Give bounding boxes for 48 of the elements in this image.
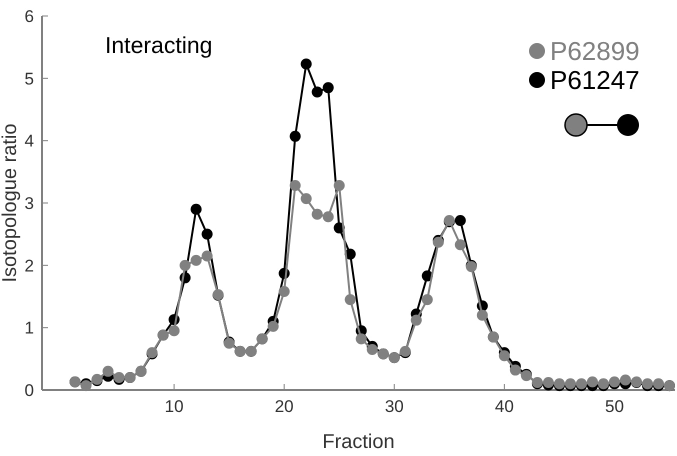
- point: [312, 86, 323, 98]
- point: [366, 344, 378, 355]
- point: [290, 130, 301, 142]
- point: [498, 350, 510, 362]
- y-tick-label: 2: [24, 256, 34, 276]
- x-tick-label: 10: [164, 397, 184, 416]
- point: [586, 376, 598, 388]
- point: [620, 374, 631, 386]
- y-tick-label: 3: [24, 194, 34, 213]
- y-tick-label: 1: [24, 318, 34, 338]
- point: [356, 333, 367, 344]
- point: [180, 260, 191, 271]
- y-tick-label: 6: [24, 6, 34, 26]
- point: [190, 204, 202, 215]
- x-tick-label: 50: [604, 397, 624, 416]
- y-tick-label: 4: [24, 132, 34, 151]
- point: [410, 314, 422, 326]
- annotation: Interacting: [105, 32, 212, 58]
- point: [202, 250, 213, 262]
- y-tick-label: 0: [24, 380, 34, 400]
- point: [312, 208, 323, 220]
- x-tick-label: 30: [384, 397, 404, 416]
- legend-label: P61247: [550, 65, 640, 96]
- point: [278, 286, 290, 298]
- y-axis-title: Isotopologue ratio: [0, 123, 21, 283]
- point: [454, 214, 466, 226]
- y-tick-label: 5: [24, 69, 34, 88]
- point: [322, 82, 334, 94]
- point: [290, 180, 301, 192]
- point: [344, 294, 356, 306]
- point: [202, 228, 213, 240]
- point: [300, 193, 312, 204]
- x-axis-title: Fraction: [322, 431, 395, 453]
- point: [510, 364, 521, 376]
- x-tick-label: 20: [274, 397, 294, 416]
- point: [190, 254, 202, 266]
- legend-label: P62899: [550, 36, 640, 66]
- point: [542, 377, 554, 388]
- x-tick-label: 40: [494, 397, 514, 416]
- point: [334, 180, 345, 192]
- point: [454, 239, 466, 250]
- point: [102, 366, 114, 377]
- point: [422, 294, 433, 306]
- point: [322, 211, 334, 222]
- point: [300, 58, 312, 70]
- point: [168, 325, 180, 336]
- point: [476, 310, 488, 321]
- point: [268, 320, 279, 332]
